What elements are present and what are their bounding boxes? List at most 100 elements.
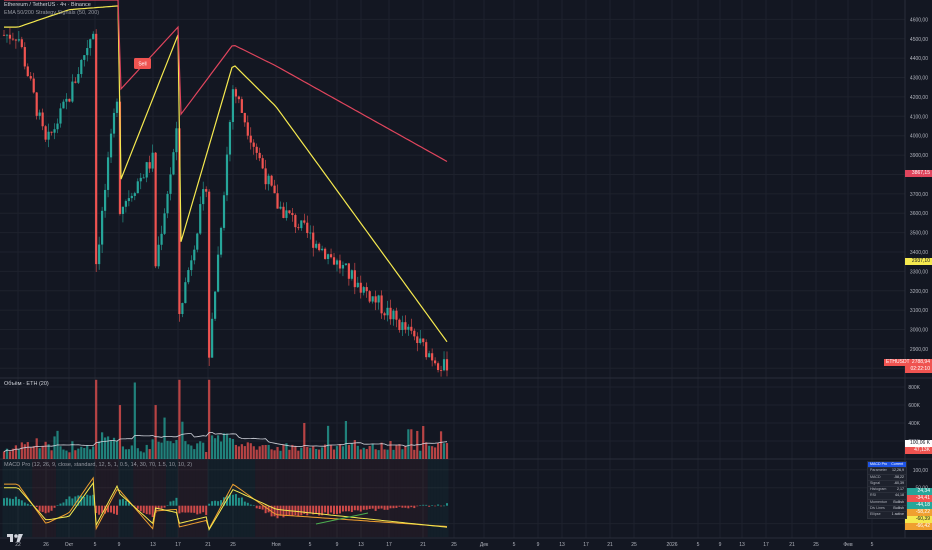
macd-background-band [249,460,253,537]
candle-body [228,122,232,155]
macd-background-band [210,460,214,537]
macd-histogram-bar [17,499,20,506]
macd-histogram-bar [249,504,252,506]
volume-bar [419,450,422,459]
macd-histogram-bar [41,505,44,512]
candle-body [318,243,321,251]
tradingview-logo[interactable] [6,532,24,544]
macd-background-band [121,460,125,537]
macd-histogram-bar [65,499,68,506]
volume-bar [5,448,9,459]
volume-bar [291,444,294,459]
macd-histogram-bar [309,505,312,514]
volume-axis-label: 600K [908,403,920,409]
candle-body [288,210,291,214]
macd-tag-5: -60,39 [905,516,932,523]
time-axis-label: 21 [789,542,795,548]
price-axis[interactable]: 4600,00 4500,00 4400,00 4300,00 4200,00 4100,… [910,17,928,372]
macd-histogram-bar [217,501,220,506]
volume-bar [294,446,297,459]
macd-background-band [374,460,378,537]
candle-body [359,282,362,293]
volume-bar [297,450,300,459]
table-header-value: Current [891,462,904,466]
macd-histogram-bar [133,505,136,507]
price-axis-label: 4400,00 [910,56,928,62]
volume-bar [422,426,425,459]
volume-bar [53,436,56,459]
macd-histogram-bar [110,505,113,513]
macd-background-band [154,460,158,537]
candle-body [181,303,184,315]
candle-body [368,291,371,302]
price-axis-label: 3000,00 [910,328,928,334]
volume-bar [395,445,398,459]
candle-body [35,92,38,116]
macd-histogram-bar [29,504,32,506]
macd-histogram-bar [214,500,217,506]
macd-background-band [23,460,27,537]
macd-background-band [56,460,60,537]
table-row: Parameters 12,26,9 [868,467,906,473]
macd-background-band [391,460,395,537]
volume-bar [264,444,267,459]
volume-bar [326,425,330,459]
volume-bar [169,441,172,459]
time-axis-label: 13 [559,542,565,548]
candle-body [264,168,267,185]
volume-indicator-title[interactable]: Объём · ETH (20) [4,381,49,387]
volume-bar [392,449,395,459]
macd-histogram-bar [202,505,205,513]
volume-bar [329,444,333,459]
macd-histogram-bar [139,505,142,512]
macd-background-band [267,460,271,537]
macd-histogram-bar [74,496,77,506]
symbol-title[interactable]: Ethereum / TetherUS · 4ч · Binance [4,2,91,8]
macd-histogram-bar [443,505,446,507]
candle-body [41,112,44,127]
macd-background-band [273,460,277,537]
volume-bar [410,429,413,459]
candle-body [11,38,15,40]
candle-body [285,210,288,218]
volume-bar [383,449,386,459]
volume-bar [130,445,133,459]
macd-histogram-bar [404,505,407,508]
candle-body [234,89,238,97]
macd-indicator-title[interactable]: MACD Pro (12, 26, 9, close, standard, 12… [4,462,193,468]
candle-body [71,81,74,102]
volume-bar [270,449,273,459]
volume-bar [374,449,377,459]
macd-background-band [394,460,398,537]
macd-background-band [64,460,68,537]
volume-bar [41,445,44,459]
volume-bar [190,445,193,459]
volume-axis[interactable]: 800K600K400K200K [908,385,920,445]
volume-bar [127,449,130,459]
time-axis-label: 26 [43,542,49,548]
macd-histogram-bar [294,505,297,516]
macd-background-band [302,460,306,537]
candle-body [172,152,175,175]
macd-background-band [442,460,446,537]
macd-background-band [439,460,443,537]
time-axis[interactable]: 22 26 Окт 5 9 13 17 21 25 Ноя 5 9 13 17 21 25 Дек 5 9 13 17 2… [15,542,873,548]
candle-body [315,243,318,248]
table-row: Signal -60,39 [868,479,906,486]
macd-histogram-bar [234,494,237,506]
macd-background-band [314,460,318,537]
macd-background-band [29,460,33,537]
candle-body [431,353,434,361]
price-candles [2,27,449,377]
volume-bar [211,435,214,459]
candle-body [56,123,59,130]
macd-histogram-bar [386,505,389,510]
macd-background-band [371,460,375,537]
candle-body [309,232,312,234]
macd-histogram-bar [163,505,166,508]
candle-body [187,270,190,283]
macd-histogram-bar [196,505,199,515]
ema-indicator-title[interactable]: EMA 50/200 Strategy Signals (50, 200) [4,10,100,16]
volume-bar [240,444,243,459]
